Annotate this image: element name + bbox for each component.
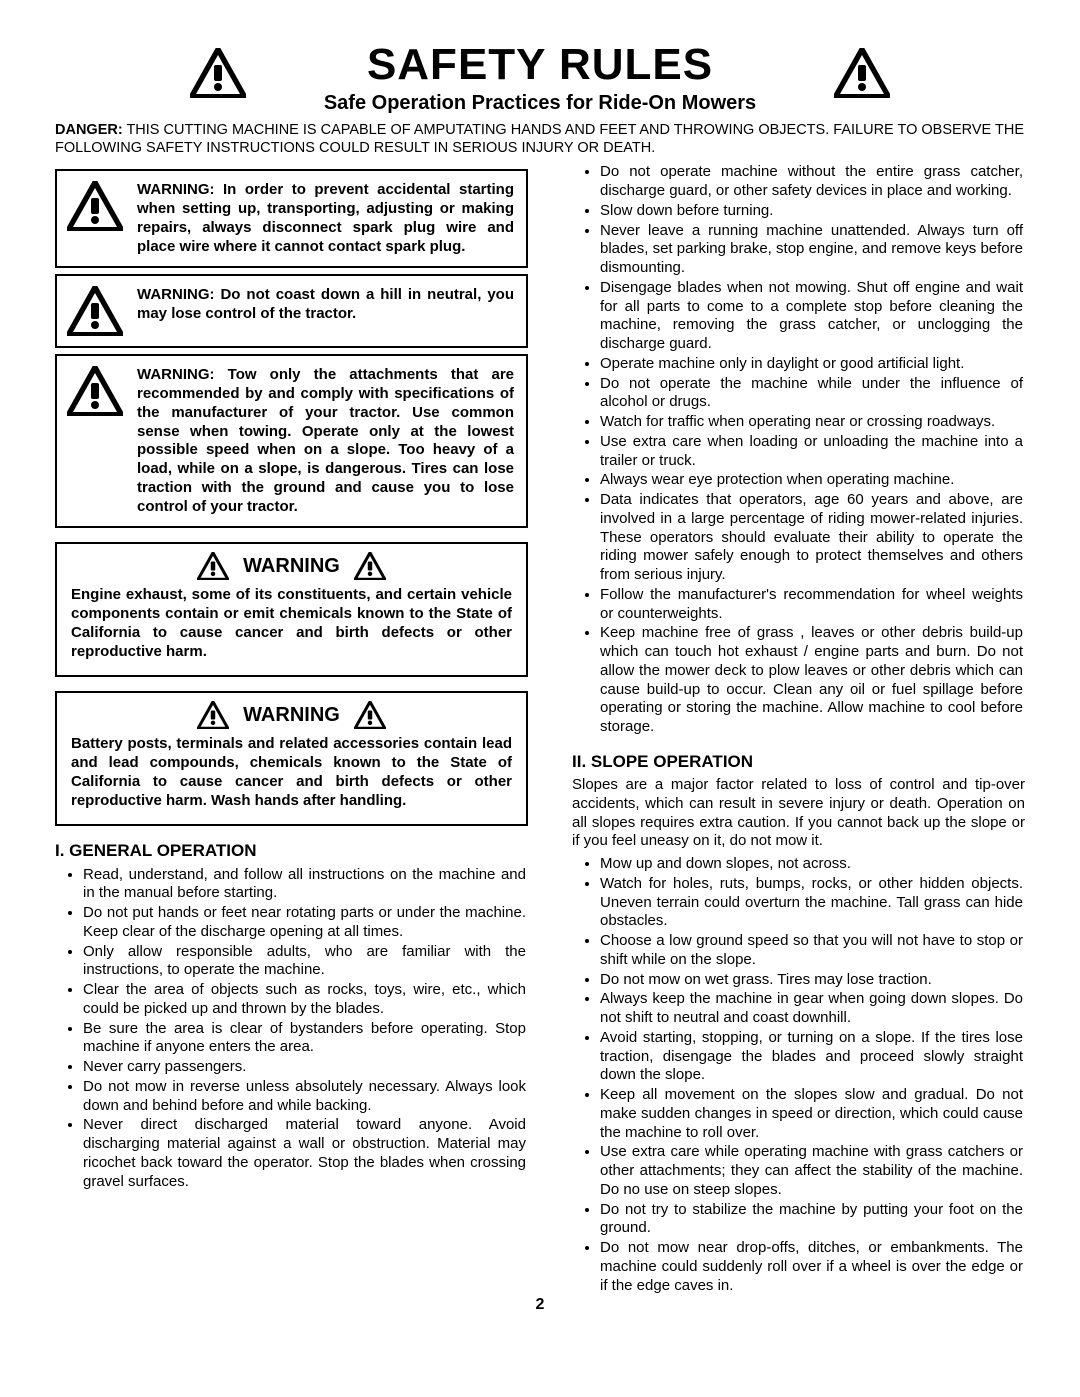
section-2-intro: Slopes are a major factor related to los… (572, 776, 1025, 851)
list-item: Mow up and down slopes, not across. (600, 855, 1025, 874)
page-number: 2 (55, 1296, 1025, 1314)
danger-line: DANGER: THIS CUTTING MACHINE IS CAPABLE … (55, 121, 1025, 157)
section-2-title: II. SLOPE OPERATION (572, 751, 1025, 772)
list-item: Do not mow near drop-offs, ditches, or e… (600, 1239, 1025, 1295)
danger-label: DANGER: (55, 122, 123, 138)
warning-triangle-icon (834, 48, 890, 98)
list-item: Always keep the machine in gear when goi… (600, 990, 1025, 1028)
list-item: Do not mow in reverse unless absolutely … (83, 1078, 528, 1116)
list-item: Do not operate machine without the entir… (600, 163, 1025, 201)
list-item: Do not mow on wet grass. Tires may lose … (600, 971, 1025, 990)
list-item: Never carry passengers. (83, 1058, 528, 1077)
warning-triangle-icon (354, 701, 386, 729)
warning-triangle-icon (67, 181, 123, 231)
general-operation-continued: Do not operate machine without the entir… (552, 163, 1025, 737)
warning-triangle-icon (67, 366, 123, 416)
warning-triangle-icon (197, 701, 229, 729)
list-item: Only allow responsible adults, who are f… (83, 943, 528, 981)
warning-triangle-icon (190, 48, 246, 98)
section-1-title: I. GENERAL OPERATION (55, 840, 528, 861)
section-1-list: Read, understand, and follow all instruc… (55, 866, 528, 1192)
warning-box-3: WARNING: Tow only the attachments that a… (55, 354, 528, 528)
warning-box-2: WARNING: Do not coast down a hill in neu… (55, 274, 528, 348)
warning-battery-body: Battery posts, terminals and related acc… (71, 735, 512, 810)
list-item: Choose a low ground speed so that you wi… (600, 932, 1025, 970)
list-item: Do not operate the machine while under t… (600, 375, 1025, 413)
list-item: Do not try to stabilize the machine by p… (600, 1201, 1025, 1239)
warning-triangle-icon (67, 286, 123, 336)
section-2-list: Mow up and down slopes, not across. Watc… (552, 855, 1025, 1295)
warning-box-3-text: WARNING: Tow only the attachments that a… (137, 366, 514, 516)
list-item: Keep all movement on the slopes slow and… (600, 1086, 1025, 1142)
list-item: Be sure the area is clear of bystanders … (83, 1020, 528, 1058)
warning-box-2-text: WARNING: Do not coast down a hill in neu… (137, 286, 514, 324)
list-item: Keep machine free of grass , leaves or o… (600, 624, 1025, 737)
list-item: Data indicates that operators, age 60 ye… (600, 491, 1025, 585)
list-item: Never leave a running machine unattended… (600, 222, 1025, 278)
warning-box-battery: WARNING Battery posts, terminals and rel… (55, 691, 528, 826)
list-item: Watch for traffic when operating near or… (600, 413, 1025, 432)
list-item: Watch for holes, ruts, bumps, rocks, or … (600, 875, 1025, 931)
list-item: Slow down before turning. (600, 202, 1025, 221)
list-item: Never direct discharged material toward … (83, 1116, 528, 1191)
warning-box-exhaust: WARNING Engine exhaust, some of its cons… (55, 542, 528, 677)
list-item: Operate machine only in daylight or good… (600, 355, 1025, 374)
warning-heading: WARNING (243, 703, 340, 728)
list-item: Use extra care while operating machine w… (600, 1143, 1025, 1199)
danger-text: THIS CUTTING MACHINE IS CAPABLE OF AMPUT… (55, 122, 1024, 156)
warning-box-1-text: WARNING: In order to prevent acci­den­ta… (137, 181, 514, 256)
list-item: Do not put hands or feet near rotating p… (83, 904, 528, 942)
list-item: Follow the manufacturer's recommendation… (600, 586, 1025, 624)
warning-box-1: WARNING: In order to prevent acci­den­ta… (55, 169, 528, 268)
warning-exhaust-body: Engine exhaust, some of its constituents… (71, 586, 512, 661)
list-item: Disengage blades when not mowing. Shut o… (600, 279, 1025, 354)
list-item: Avoid starting, stopping, or turning on … (600, 1029, 1025, 1085)
warning-heading: WARNING (243, 554, 340, 579)
list-item: Clear the area of objects such as rocks,… (83, 981, 528, 1019)
list-item: Always wear eye protection when operatin… (600, 471, 1025, 490)
warning-triangle-icon (197, 552, 229, 580)
list-item: Read, understand, and follow all instruc… (83, 866, 528, 904)
warning-triangle-icon (354, 552, 386, 580)
list-item: Use extra care when loading or unloading… (600, 433, 1025, 471)
